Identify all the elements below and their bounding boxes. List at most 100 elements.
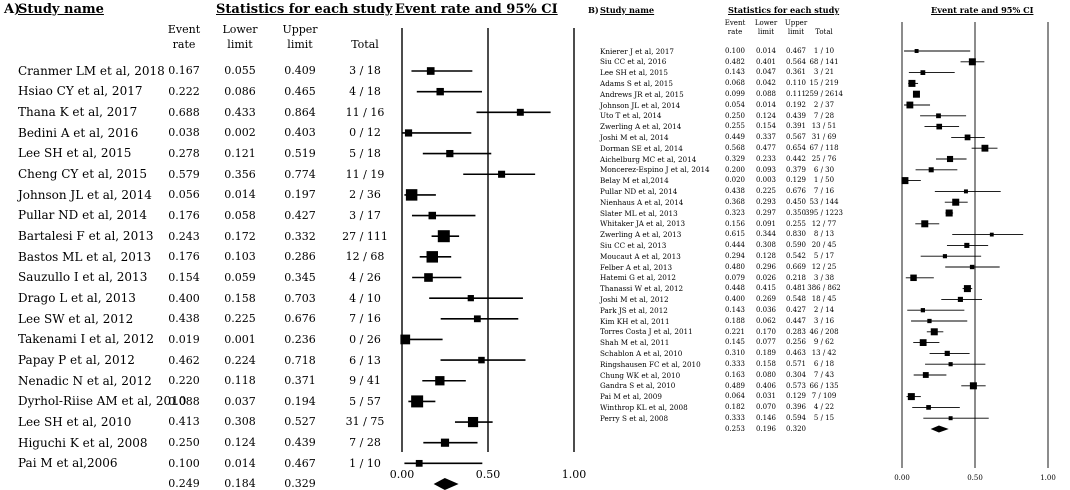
total-value: 25 / 76: [811, 154, 837, 163]
forest-plot-b: 0.00 0.50 1.00: [894, 22, 1056, 482]
study-name: Felber A et al, 2013: [600, 262, 673, 272]
event-rate-value: 0.250: [724, 111, 746, 120]
event-rate-value: 0.154: [168, 270, 200, 284]
upper-limit-value: 0.283: [785, 327, 807, 336]
total-value: 15 / 219: [809, 79, 839, 88]
point-estimate: [922, 372, 929, 378]
total-value: 9 / 41: [349, 374, 381, 388]
lower-limit-value: 0.124: [224, 436, 256, 450]
study-name: Whitaker JA et al, 2013: [600, 219, 686, 229]
total-value: 0 / 26: [349, 332, 381, 346]
summary-upper-value: 0.320: [785, 424, 807, 433]
point-estimate: [945, 209, 953, 217]
study-name: Hsiao CY et al, 2017: [18, 84, 143, 99]
event-rate-value: 0.688: [168, 105, 200, 119]
study-name: Joshi M et al, 2014: [600, 133, 669, 143]
upper-limit-value: 0.255: [785, 219, 807, 228]
point-estimate: [952, 198, 960, 206]
upper-limit-value: 0.111: [785, 90, 807, 98]
total-value: 31 / 69: [811, 133, 837, 142]
lower-limit-value: 0.070: [755, 403, 777, 412]
upper-limit-value: 0.439: [284, 436, 316, 450]
point-estimate: [473, 315, 481, 323]
upper-limit-value: 0.567: [785, 133, 807, 142]
lower-limit-value: 0.036: [755, 306, 777, 314]
point-estimate: [516, 108, 524, 116]
upper-limit-value: 0.391: [785, 122, 807, 131]
upper-limit-value: 0.481: [785, 284, 807, 293]
upper-limit-value: 0.129: [785, 176, 807, 185]
lower-limit-value: 0.124: [755, 111, 777, 120]
event-rate-value: 0.100: [724, 46, 746, 55]
point-estimate: [963, 285, 971, 293]
lower-limit-value: 0.014: [755, 46, 777, 55]
panel-label: A): [4, 2, 21, 17]
event-rate-value: 0.176: [168, 208, 200, 222]
upper-limit-value: 0.676: [284, 312, 316, 326]
total-value: 1 / 50: [813, 176, 835, 185]
point-estimate: [478, 356, 485, 364]
study-name: Ringshausen FC et al, 2010: [600, 359, 701, 369]
upper-limit-value: 0.447: [785, 316, 807, 325]
summary-lower-value: 0.184: [224, 477, 256, 490]
column-header-rate: Event: [167, 23, 201, 36]
lower-limit-value: 0.086: [224, 85, 256, 99]
column-header-lower: limit: [227, 38, 253, 51]
lower-limit-value: 0.158: [755, 360, 777, 368]
total-value: 4 / 10: [349, 291, 381, 305]
event-rate-value: 0.294: [724, 252, 746, 260]
upper-limit-value: 0.236: [284, 332, 316, 346]
upper-limit-value: 0.129: [785, 392, 807, 401]
study-name: Higuchi K et al, 2008: [18, 435, 148, 450]
event-rate-value: 0.079: [724, 273, 746, 282]
lower-limit-value: 0.170: [755, 327, 777, 336]
lower-limit-value: 0.477: [755, 144, 777, 152]
lower-limit-value: 0.031: [755, 392, 777, 401]
study-name: Torres Costa J et al, 2011: [600, 327, 693, 337]
total-value: 395 / 1223: [805, 208, 843, 217]
event-rate-value: 0.329: [724, 154, 746, 163]
upper-limit-value: 0.427: [785, 306, 807, 314]
point-estimate: [957, 296, 963, 302]
tick-label: 1.00: [562, 468, 587, 481]
event-rate-value: 0.615: [724, 230, 746, 239]
upper-limit-value: 0.830: [785, 230, 807, 239]
event-rate-value: 0.188: [724, 316, 746, 325]
lower-limit-value: 0.406: [755, 381, 777, 390]
total-value: 67 / 118: [809, 144, 839, 152]
event-rate-value: 0.579: [168, 167, 200, 181]
point-estimate: [963, 189, 968, 194]
lower-limit-value: 0.047: [755, 68, 777, 77]
study-name: Nenadic N et al, 2012: [18, 373, 152, 388]
total-value: 3 / 17: [349, 208, 381, 222]
upper-limit-value: 0.594: [785, 414, 807, 422]
upper-limit-value: 0.450: [785, 198, 807, 206]
study-name: Thanassi W et al, 2012: [600, 284, 684, 294]
tick-label: 0.50: [967, 474, 983, 482]
event-rate-value: 0.400: [724, 295, 746, 304]
panel-a: A) Study name Statistics for each study Eve…: [4, 2, 587, 490]
lower-limit-value: 0.297: [755, 208, 777, 217]
point-estimate: [901, 177, 909, 185]
event-rate-value: 0.068: [724, 79, 746, 88]
tick-label: 0.50: [476, 468, 501, 481]
tick-label: 0.00: [390, 468, 415, 481]
point-estimate: [467, 416, 479, 428]
point-estimate: [989, 232, 994, 237]
plot-header: Event rate and 95% CI: [931, 4, 1034, 15]
tick-label: 1.00: [1040, 474, 1056, 482]
study-name: Adams S et al, 2015: [600, 79, 673, 89]
tick-label: 0.00: [894, 474, 910, 482]
study-name: Moucaut A et al, 2013: [600, 251, 681, 261]
event-rate-value: 0.143: [724, 306, 746, 314]
upper-limit-value: 0.403: [284, 126, 316, 140]
upper-limit-value: 0.463: [785, 349, 807, 358]
total-value: 4 / 26: [349, 270, 381, 284]
event-rate-value: 0.182: [724, 403, 746, 412]
upper-limit-value: 0.654: [785, 144, 807, 152]
point-estimate: [921, 220, 929, 228]
total-value: 68 / 141: [809, 57, 839, 66]
study-name: Andrews JR et al, 2015: [600, 89, 684, 99]
total-value: 53 / 144: [809, 198, 839, 206]
point-estimate: [948, 362, 953, 367]
